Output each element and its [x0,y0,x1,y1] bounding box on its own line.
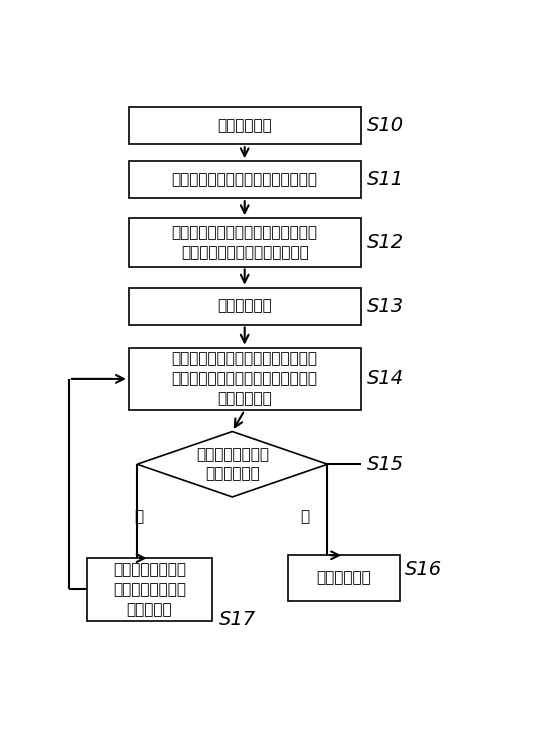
Bar [129,347,360,410]
Text: 根据平均修正移动量修正设计图形，
并获取设计图形修正后的光罩图形和
边缘放置误差: 根据平均修正移动量修正设计图形， 并获取设计图形修正后的光罩图形和 边缘放置误差 [172,352,318,406]
Text: 输出光罩图形: 输出光罩图形 [317,571,372,585]
Text: S12: S12 [367,233,404,252]
Text: S11: S11 [367,170,404,189]
Text: 获取特征图形: 获取特征图形 [217,118,272,133]
Text: 是: 是 [300,509,309,524]
Text: 判断边缘放置误差
是否小于阈值: 判断边缘放置误差 是否小于阈值 [196,447,269,482]
Text: 将特征图形排列，形成多个矩阵模型: 将特征图形排列，形成多个矩阵模型 [172,172,318,187]
Bar [129,107,360,144]
Text: S10: S10 [367,116,404,135]
Text: S16: S16 [405,560,442,579]
Bar [88,558,211,621]
Bar [288,555,400,601]
Text: 获取设计图形: 获取设计图形 [217,299,272,313]
Text: 修正每个矩阵模型中的特征图形，并
获取特征图形的平均修正移动量: 修正每个矩阵模型中的特征图形，并 获取特征图形的平均修正移动量 [172,225,318,259]
Text: S17: S17 [219,610,256,629]
Bar [129,287,360,324]
Text: 否: 否 [135,509,144,524]
Text: S15: S15 [367,454,404,474]
Text: 获取新的修正误差
，并将其代替平均
修正移动量: 获取新的修正误差 ，并将其代替平均 修正移动量 [113,562,186,617]
Bar [129,161,360,198]
Bar [129,218,360,267]
Text: S13: S13 [367,296,404,316]
Text: S14: S14 [367,370,404,389]
Polygon shape [137,432,327,497]
